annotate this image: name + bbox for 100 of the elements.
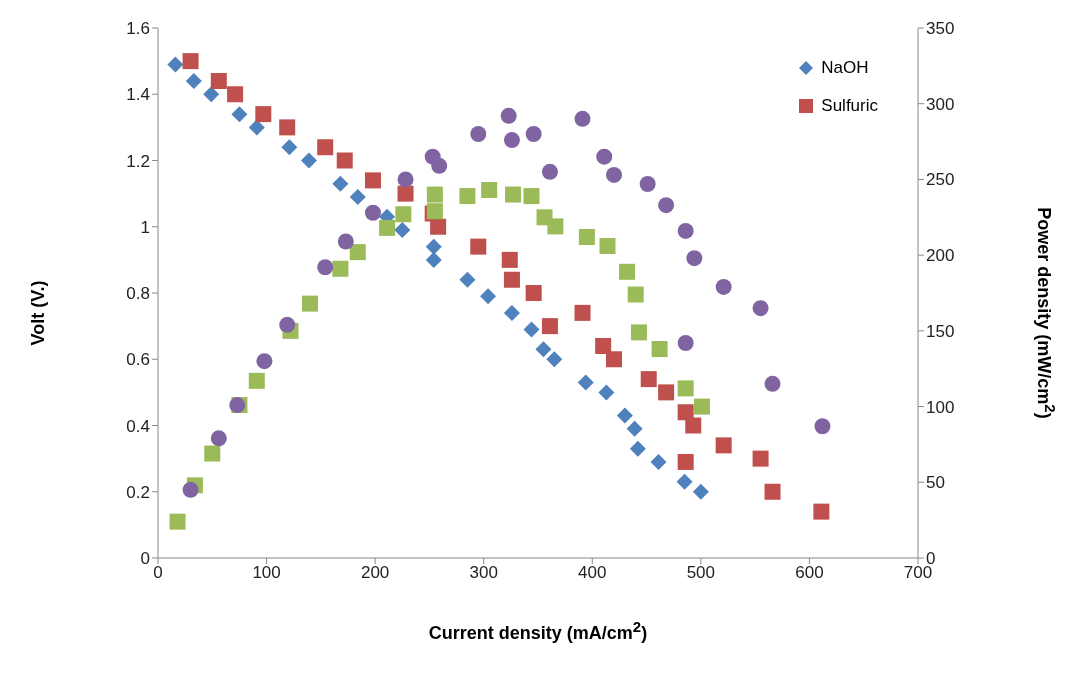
point: [650, 453, 667, 470]
point: [715, 437, 732, 454]
x-tick-label: 300: [469, 563, 498, 583]
y-tick-label: 1.2: [126, 151, 150, 171]
point: [430, 218, 447, 235]
point: [574, 110, 591, 127]
point: [503, 132, 520, 149]
point: [535, 341, 552, 358]
point: [764, 483, 781, 500]
point: [596, 148, 613, 165]
point: [677, 334, 694, 351]
point: [185, 73, 202, 89]
point: [397, 185, 414, 202]
point: [248, 119, 265, 136]
point: [255, 106, 272, 123]
point: [480, 288, 497, 305]
point: [541, 163, 558, 180]
point: [394, 222, 411, 239]
point: [693, 398, 710, 415]
point: [525, 126, 542, 142]
point: [577, 374, 594, 391]
point: [639, 175, 656, 192]
point: [425, 238, 442, 255]
point: [629, 440, 646, 457]
point: [167, 56, 184, 73]
point: [630, 324, 647, 341]
point: [364, 204, 381, 221]
y2-tick-label: 50: [926, 473, 945, 493]
point: [619, 263, 636, 280]
point: [379, 219, 396, 236]
x-tick-label: 100: [252, 563, 281, 583]
y2-tick-label: 150: [926, 321, 955, 341]
point: [685, 417, 702, 434]
point: [210, 73, 227, 89]
point: [523, 321, 540, 338]
point: [503, 271, 520, 288]
point: [470, 238, 487, 255]
point: [169, 513, 186, 530]
point: [598, 384, 615, 401]
point: [616, 407, 633, 424]
y-tick-label: 1: [140, 217, 150, 237]
point: [501, 251, 518, 268]
y-tick-label: 0.4: [126, 416, 150, 436]
x-tick-label: 200: [360, 563, 390, 583]
y2-tick-label: 200: [926, 246, 955, 266]
point: [686, 250, 703, 267]
point: [481, 182, 498, 199]
point: [397, 171, 414, 188]
legend-label: NaOH: [821, 58, 869, 78]
point: [302, 295, 318, 312]
y2-tick-label: 250: [926, 170, 955, 190]
y-tick-label: 0.8: [126, 284, 150, 304]
y-tick-label: 1.6: [126, 19, 150, 39]
point: [813, 503, 830, 520]
point: [599, 238, 616, 255]
point: [578, 228, 595, 245]
y2-tick-label: 300: [926, 94, 955, 114]
point: [814, 418, 831, 435]
point: [627, 286, 644, 303]
point: [459, 188, 476, 205]
point: [227, 86, 244, 103]
point: [606, 166, 622, 183]
point: [349, 188, 366, 205]
point: [332, 260, 349, 277]
legend-label: Sulfuric: [821, 96, 878, 116]
point: [470, 126, 487, 142]
point: [300, 152, 317, 169]
y2-tick-label: 350: [926, 19, 955, 39]
point: [626, 420, 643, 437]
point: [640, 371, 657, 388]
point: [677, 453, 694, 470]
point: [677, 404, 694, 421]
point: [505, 186, 522, 203]
point: [503, 304, 520, 321]
point: [337, 233, 354, 250]
point: [349, 244, 366, 261]
point: [651, 341, 668, 358]
point: [677, 380, 694, 397]
x-tick-label: 400: [578, 563, 607, 583]
point: [752, 450, 769, 467]
point: [431, 157, 448, 174]
point: [595, 338, 612, 354]
point: [210, 430, 227, 447]
point: [658, 197, 675, 214]
point: [676, 473, 693, 490]
point: [336, 152, 353, 169]
point: [715, 278, 732, 295]
point: [574, 304, 591, 321]
point: [523, 188, 540, 205]
point: [764, 375, 781, 392]
point: [546, 351, 563, 368]
x-axis-title: Current density (mA/cm$^{2}$): [427, 618, 649, 644]
point: [459, 271, 476, 288]
point: [231, 106, 248, 123]
point: [279, 119, 296, 136]
point: [692, 483, 709, 500]
point: [182, 481, 199, 498]
point: [203, 86, 220, 103]
x-tick-label: 500: [686, 563, 716, 583]
y-tick-label: 1.4: [126, 85, 150, 105]
